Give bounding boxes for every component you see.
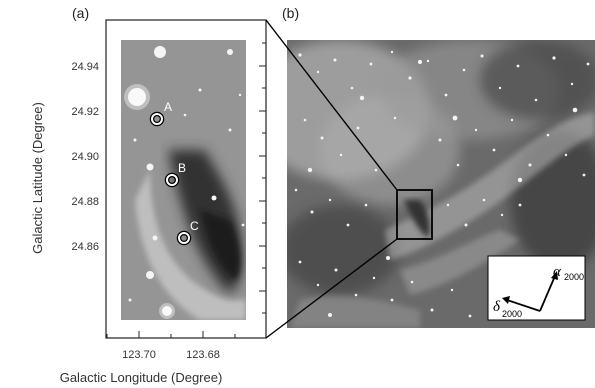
y-tick-label: 24.90 — [71, 151, 99, 163]
x-axis-title: Galactic Longitude (Degree) — [60, 370, 223, 385]
source-label-c: C — [190, 219, 199, 233]
panel-a-frame — [105, 19, 267, 339]
y-tick-label: 24.88 — [71, 196, 99, 208]
compass-delta: δ — [493, 299, 501, 315]
compass-delta-epoch: 2000 — [502, 309, 522, 319]
compass-alpha: α — [553, 264, 562, 280]
zoom-connector-bottom — [265, 238, 398, 339]
y-tick-label: 24.86 — [71, 241, 99, 253]
panel-label-b: (b) — [282, 5, 300, 21]
source-label-a: A — [164, 100, 172, 114]
panel-a-image — [121, 40, 246, 320]
panel-label-a: (a) — [72, 5, 90, 21]
panel-a-x-tickmarks — [106, 331, 236, 338]
zoom-region-box — [396, 189, 433, 240]
y-tick-label: 24.92 — [71, 106, 99, 118]
source-markers — [149, 111, 192, 246]
source-label-b: B — [178, 161, 186, 175]
y-axis-title: Galactic Latitude (Degree) — [30, 102, 45, 254]
compass-inset — [487, 255, 586, 321]
panel-a-y-tickmarks — [259, 42, 266, 314]
x-tick-label: 123.70 — [122, 349, 156, 361]
x-tick-label: 123.68 — [186, 349, 220, 361]
compass-alpha-epoch: 2000 — [564, 272, 584, 282]
y-tick-label: 24.94 — [71, 61, 99, 73]
zoom-connector-top — [265, 19, 398, 191]
